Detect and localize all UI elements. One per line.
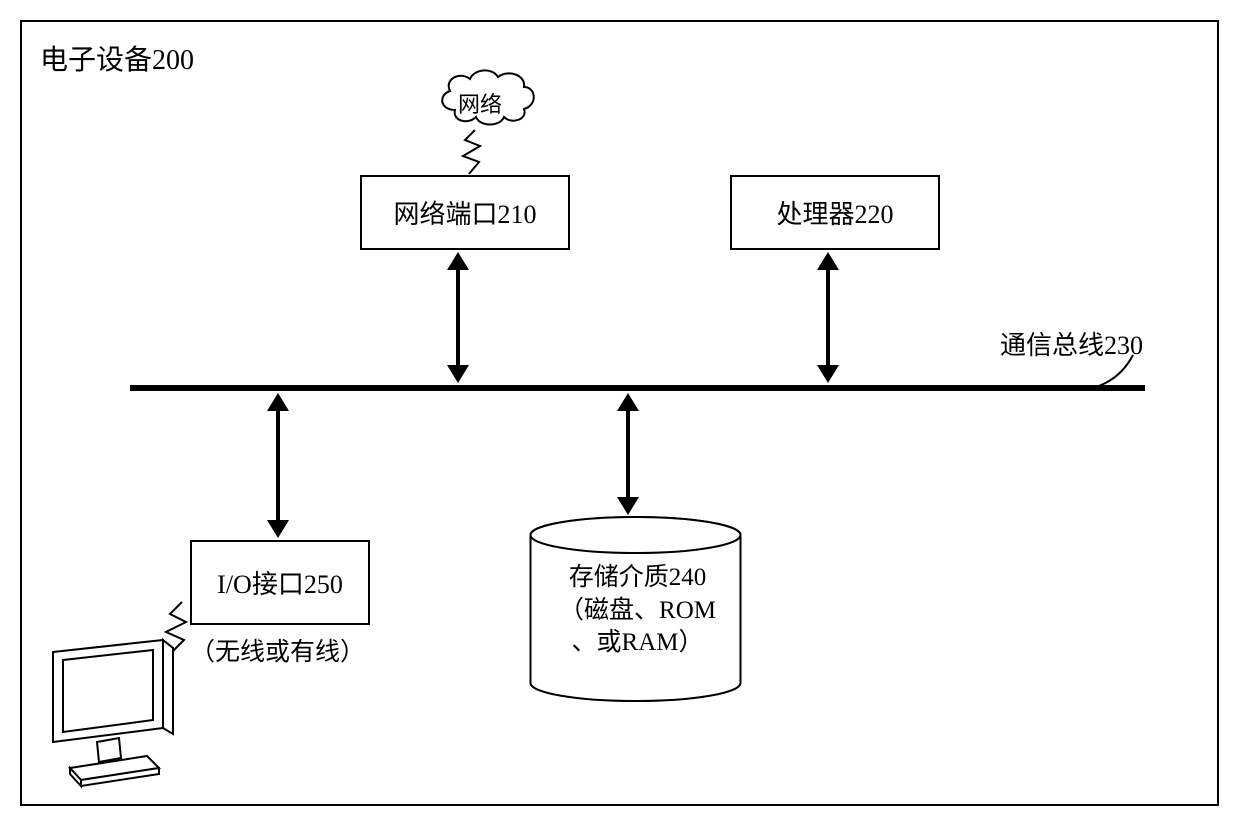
processor-box: 处理器220 (730, 175, 940, 250)
storage-label: 存储介质240 （磁盘、ROM 、或RAM） (555, 562, 720, 660)
bus-label-leader (1085, 350, 1145, 395)
storage-label-line2: （磁盘、ROM (555, 595, 720, 628)
processor-label: 处理器220 (776, 194, 893, 231)
network-port-box: 网络端口210 (360, 175, 570, 250)
wireless-zigzag-icon (455, 128, 490, 176)
communication-bus (130, 385, 1145, 391)
network-cloud-label: 网络 (458, 87, 502, 119)
io-caption: （无线或有线） (190, 632, 365, 668)
diagram-title: 电子设备200 (40, 38, 194, 78)
arrow-storage-to-bus (616, 393, 640, 515)
io-interface-box: I/O接口250 (190, 540, 370, 625)
storage-label-line3: 、或RAM） (555, 627, 720, 660)
network-port-label: 网络端口210 (393, 194, 536, 231)
arrow-processor-to-bus (816, 252, 840, 383)
monitor-icon (35, 630, 180, 790)
arrow-io-to-bus (266, 393, 290, 538)
io-interface-label: I/O接口250 (217, 564, 343, 601)
storage-label-line1: 存储介质240 (555, 562, 720, 595)
arrow-network-port-to-bus (446, 252, 470, 383)
